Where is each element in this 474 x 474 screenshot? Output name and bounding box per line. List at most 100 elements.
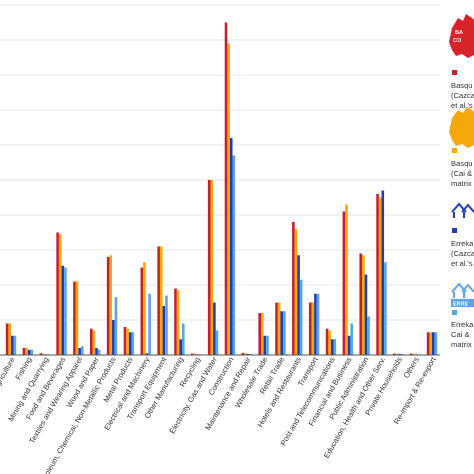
bar <box>215 330 219 355</box>
legend-label: (Cazca <box>451 91 474 100</box>
bar <box>27 349 31 355</box>
bar <box>311 302 315 355</box>
bar <box>64 267 67 355</box>
bar <box>244 353 247 355</box>
legend-entry-basque-cazcarro: BA CO Basqu (Cazca et al.'s <box>449 14 474 110</box>
legend-label: Cai & <box>451 330 470 339</box>
bar <box>246 353 250 355</box>
bar <box>395 353 399 355</box>
bar <box>328 330 331 355</box>
bar <box>210 180 214 355</box>
bar <box>42 353 45 355</box>
bar <box>143 262 146 355</box>
bar <box>429 332 432 355</box>
bar <box>258 313 261 355</box>
legend-entry-errekaleor-cazcarro: Erreka (Cazca et al.'s <box>451 202 474 268</box>
bar <box>409 353 413 355</box>
bar <box>434 332 438 355</box>
bar <box>61 265 65 355</box>
legend-entry-errekaleor-cai: ERRE Erreka Cai & matrix <box>451 282 474 349</box>
legend-label: (Cazca <box>451 249 474 258</box>
bar <box>280 311 284 355</box>
legend-label: matrix <box>451 340 472 349</box>
bar <box>376 194 379 355</box>
bar <box>162 306 166 355</box>
bar <box>56 232 59 355</box>
bar <box>165 295 168 355</box>
bar <box>292 222 295 355</box>
bar <box>75 281 79 355</box>
bar <box>367 316 370 355</box>
bar <box>364 274 368 355</box>
bar <box>114 297 118 355</box>
legend-label: Basqu <box>451 81 473 90</box>
bar <box>330 339 334 355</box>
bar <box>145 353 149 355</box>
bar <box>294 229 298 355</box>
bar <box>123 327 127 355</box>
bar <box>106 257 110 355</box>
bar <box>112 320 115 355</box>
legend-swatch <box>452 148 457 153</box>
legend-label: Basqu <box>451 159 473 168</box>
bar <box>227 43 230 355</box>
bar <box>345 204 348 355</box>
bar <box>22 348 26 355</box>
x-tick-label: Agriculture <box>0 356 17 392</box>
bar <box>95 348 98 355</box>
bar <box>97 349 101 355</box>
bar <box>213 302 216 355</box>
bar <box>126 328 129 355</box>
bar <box>275 302 278 355</box>
bars <box>5 22 438 355</box>
bar <box>157 246 160 355</box>
bar <box>193 353 197 355</box>
legend-entry-basque-cai: Basqu (Cai & matrix <box>449 107 474 188</box>
logo-text-basque: BA <box>455 30 463 36</box>
bar <box>263 335 267 355</box>
bar <box>224 22 228 355</box>
house-logo-icon <box>451 282 474 298</box>
bar <box>131 332 135 355</box>
bar <box>128 332 132 355</box>
legend-label: et al.'s <box>451 101 473 110</box>
bar <box>384 262 387 355</box>
legend-swatch <box>452 70 457 75</box>
bar <box>249 353 252 355</box>
bar <box>90 328 93 355</box>
bar <box>426 332 430 355</box>
bar <box>159 246 163 355</box>
bar <box>266 335 269 355</box>
bar <box>232 155 236 355</box>
legend: BA CO Basqu (Cazca et al.'s Basqu (Cai &… <box>449 14 474 349</box>
bar <box>350 323 353 355</box>
legend-label: Erreka <box>451 320 474 329</box>
bar <box>359 253 363 355</box>
bar <box>140 267 144 355</box>
bar <box>11 335 14 355</box>
legend-label: (Cai & <box>451 169 472 178</box>
errekaleor-logo-plate <box>451 299 474 307</box>
legend-swatch <box>452 310 457 315</box>
bar <box>398 353 401 355</box>
bar <box>283 311 286 355</box>
bar <box>381 190 385 355</box>
bar <box>176 290 180 355</box>
bar <box>191 353 194 355</box>
bar <box>342 211 346 355</box>
bar <box>277 302 281 355</box>
bar <box>316 293 320 355</box>
house-logo-icon <box>451 202 474 218</box>
bar <box>347 335 351 355</box>
bar <box>299 279 303 355</box>
bar <box>25 348 28 355</box>
basque-country-logo <box>449 14 474 58</box>
bar <box>261 313 264 355</box>
bar <box>179 339 182 355</box>
legend-label: matrix <box>451 179 472 188</box>
bar <box>333 339 337 355</box>
legend-swatch <box>452 228 457 233</box>
bar <box>39 353 43 355</box>
bar <box>207 180 211 355</box>
